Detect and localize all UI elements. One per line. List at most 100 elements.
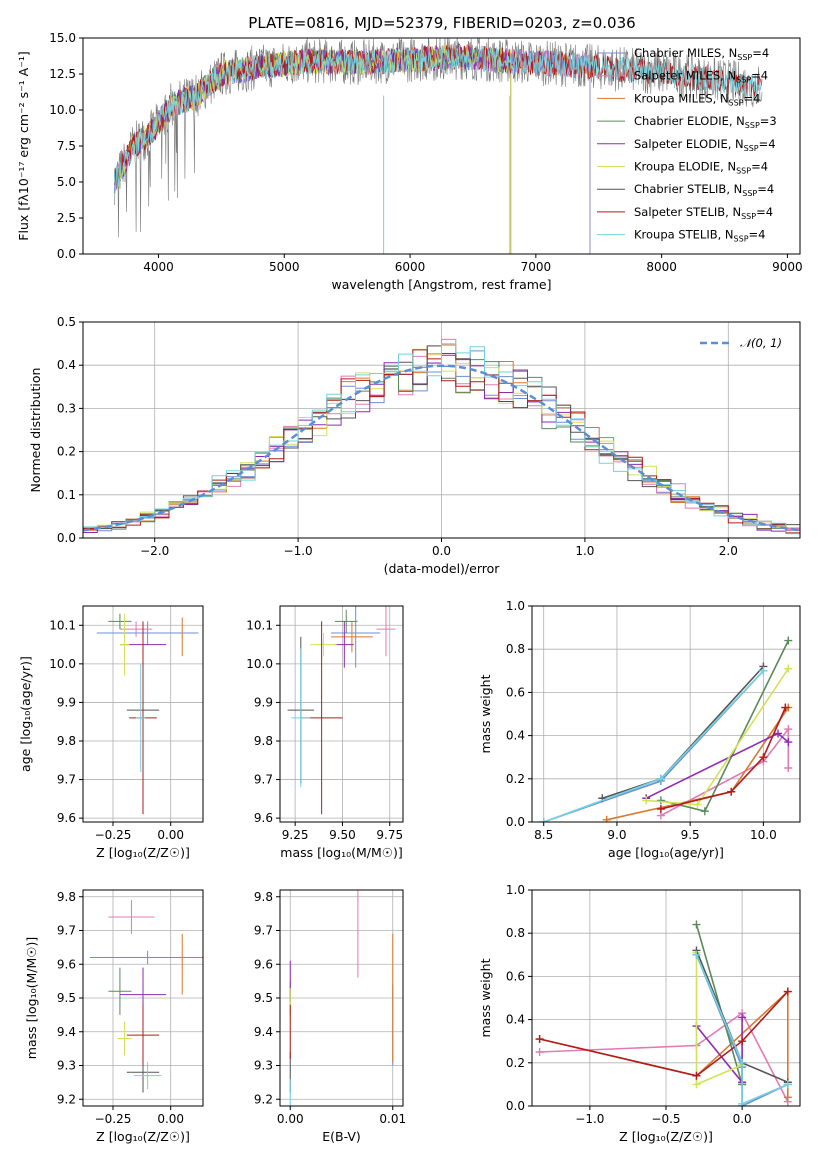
x-tick-label: 9.25: [282, 828, 309, 842]
weight-series-marker: [774, 729, 783, 738]
y-tick-label: 9.8: [57, 890, 76, 904]
weight-series-line: [660, 707, 787, 810]
x-tick-label: 9.5: [681, 828, 700, 842]
mass-vs-EBV-chart: 0.00 0.01 9.2 9.3 9.4 9.5 9.6 9.7 9.8 E(B-V): [254, 889, 406, 1144]
weight-series-marker: [692, 920, 701, 929]
plot-area: [532, 606, 800, 822]
figure-title: PLATE=0816, MJD=52379, FIBERID=0203, z=0…: [248, 14, 635, 32]
y-tick-label: 0.6: [506, 685, 525, 699]
y-tick-label: 0.2: [506, 772, 525, 786]
weight-series-marker: [692, 1080, 701, 1089]
weight-series-marker: [783, 1080, 792, 1089]
x-tick-label: 0.01: [379, 1112, 406, 1126]
weight-series-marker: [784, 664, 793, 673]
weight-series-marker: [738, 1037, 747, 1046]
x-tick-label: 4000: [143, 260, 174, 274]
y-tick-label: 0.2: [57, 445, 76, 459]
y-tick-label: 9.6: [254, 957, 273, 971]
x-tick-label: 0.0: [733, 1112, 752, 1126]
weight-series-marker: [656, 796, 665, 805]
y-tick-label: 9.4: [254, 1025, 273, 1039]
x-tick-label: −0.25: [95, 1112, 132, 1126]
weight-series-marker: [642, 796, 651, 805]
weight-series-marker: [783, 1093, 792, 1102]
plot-area: [83, 322, 800, 538]
weight-series-marker: [784, 636, 793, 645]
x-tick-label: 5000: [269, 260, 300, 274]
charts: 4000 5000 6000 7000 8000 9000 0.0 2.5 5.0 7.5 10.0…: [16, 31, 803, 1144]
legend-entry: Salpeter ELODIE, NSSP=4: [634, 137, 776, 153]
y-axis-label: Normed distribution: [28, 368, 43, 493]
histogram-series: [83, 343, 800, 535]
legend-entry: Chabrier ELODIE, NSSP=3: [634, 114, 777, 130]
x-tick-label: 6000: [395, 260, 426, 274]
spectrum-model-line: [114, 45, 591, 254]
x-tick-label: 9000: [772, 260, 803, 274]
x-axis-label: age [log₁₀(age/yr)]: [608, 845, 724, 860]
plot-area: [83, 890, 203, 1106]
y-tick-label: 0.1: [57, 488, 76, 502]
y-tick-label: 0.5: [57, 315, 76, 329]
weight-series-marker: [656, 805, 665, 814]
y-tick-label: 10.0: [49, 103, 76, 117]
weight-series-line: [695, 954, 789, 1106]
mass-weight-vs-age-chart: 8.5 9.0 9.5 10.0 0.0 0.2 0.4 0.6 0.8 1.0 age [log₁…: [478, 599, 801, 860]
y-tick-label: 0.0: [57, 247, 76, 261]
y-tick-label: 15.0: [49, 31, 76, 45]
spectrum-model-line: [114, 43, 512, 254]
weight-series-line: [539, 1011, 789, 1103]
plot-area: [280, 606, 403, 822]
y-axis-label: Flux [fλ10⁻¹⁷ erg cm⁻² s⁻¹ A⁻¹]: [16, 51, 31, 240]
y-tick-label: 9.5: [57, 991, 76, 1005]
y-tick-label: 9.9: [254, 695, 273, 709]
legend-entry: Chabrier STELIB, NSSP=4: [634, 182, 774, 198]
weight-series-marker: [656, 774, 665, 783]
plot-area: [532, 890, 800, 1106]
y-tick-label: 9.6: [57, 957, 76, 971]
y-tick-label: 0.4: [506, 1013, 525, 1027]
weight-series-line: [645, 732, 789, 799]
weight-series-marker: [700, 807, 709, 816]
spectrum-observed-line: [114, 38, 763, 238]
y-tick-label: 9.7: [57, 924, 76, 938]
x-axis-label: E(B-V): [322, 1129, 361, 1144]
age-vs-mass-chart: 9.25 9.50 9.75 9.6 9.7 9.8 9.9 10.0 10.1 mass [lo…: [246, 605, 404, 860]
y-tick-label: 9.5: [254, 991, 273, 1005]
plot-area: [114, 38, 763, 254]
x-tick-label: 8.5: [534, 828, 553, 842]
weight-series-marker: [692, 950, 701, 959]
x-tick-label: 1.0: [575, 544, 594, 558]
y-axis-label: mass [log₁₀(M/M☉)]: [24, 937, 39, 1059]
weight-series-marker: [781, 703, 790, 712]
spectrum-model-line: [114, 44, 591, 254]
weight-series-marker: [783, 987, 792, 996]
y-tick-label: 9.2: [254, 1092, 273, 1106]
x-tick-label: 9.50: [329, 828, 356, 842]
y-tick-label: 9.4: [57, 1025, 76, 1039]
x-tick-label: 9.75: [376, 828, 403, 842]
x-tick-label: −1.0: [284, 544, 313, 558]
weight-series-marker: [759, 666, 768, 675]
x-tick-label: −2.0: [140, 544, 169, 558]
y-tick-label: 2.5: [57, 211, 76, 225]
weight-series-line: [539, 990, 789, 1077]
weight-series-line: [660, 640, 790, 813]
y-tick-label: 0.0: [57, 531, 76, 545]
weight-series-marker: [738, 1013, 747, 1022]
weight-series-marker: [693, 800, 702, 809]
y-tick-label: 12.5: [49, 67, 76, 81]
residuals-chart: −2.0 −1.0 0.0 1.0 2.0 0.0 0.1 0.2 0.3 0.4 0.5 (data…: [28, 315, 801, 576]
y-tick-label: 0.0: [506, 815, 525, 829]
legend-entry: Kroupa ELODIE, NSSP=4: [634, 160, 768, 176]
y-tick-label: 9.7: [57, 773, 76, 787]
y-tick-label: 9.8: [57, 734, 76, 748]
y-tick-label: 10.0: [49, 657, 76, 671]
y-tick-label: 10.1: [49, 618, 76, 632]
y-tick-label: 0.0: [506, 1099, 525, 1113]
weight-series-marker: [535, 1048, 544, 1056]
y-tick-label: 7.5: [57, 139, 76, 153]
y-tick-label: 9.2: [57, 1092, 76, 1106]
y-tick-label: 5.0: [57, 175, 76, 189]
mass-vs-Z-chart: −0.25 0.00 9.2 9.3 9.4 9.5 9.6 9.7 9.8 Z [log₁₀(Z…: [24, 889, 204, 1144]
x-tick-label: 0.00: [277, 1112, 304, 1126]
